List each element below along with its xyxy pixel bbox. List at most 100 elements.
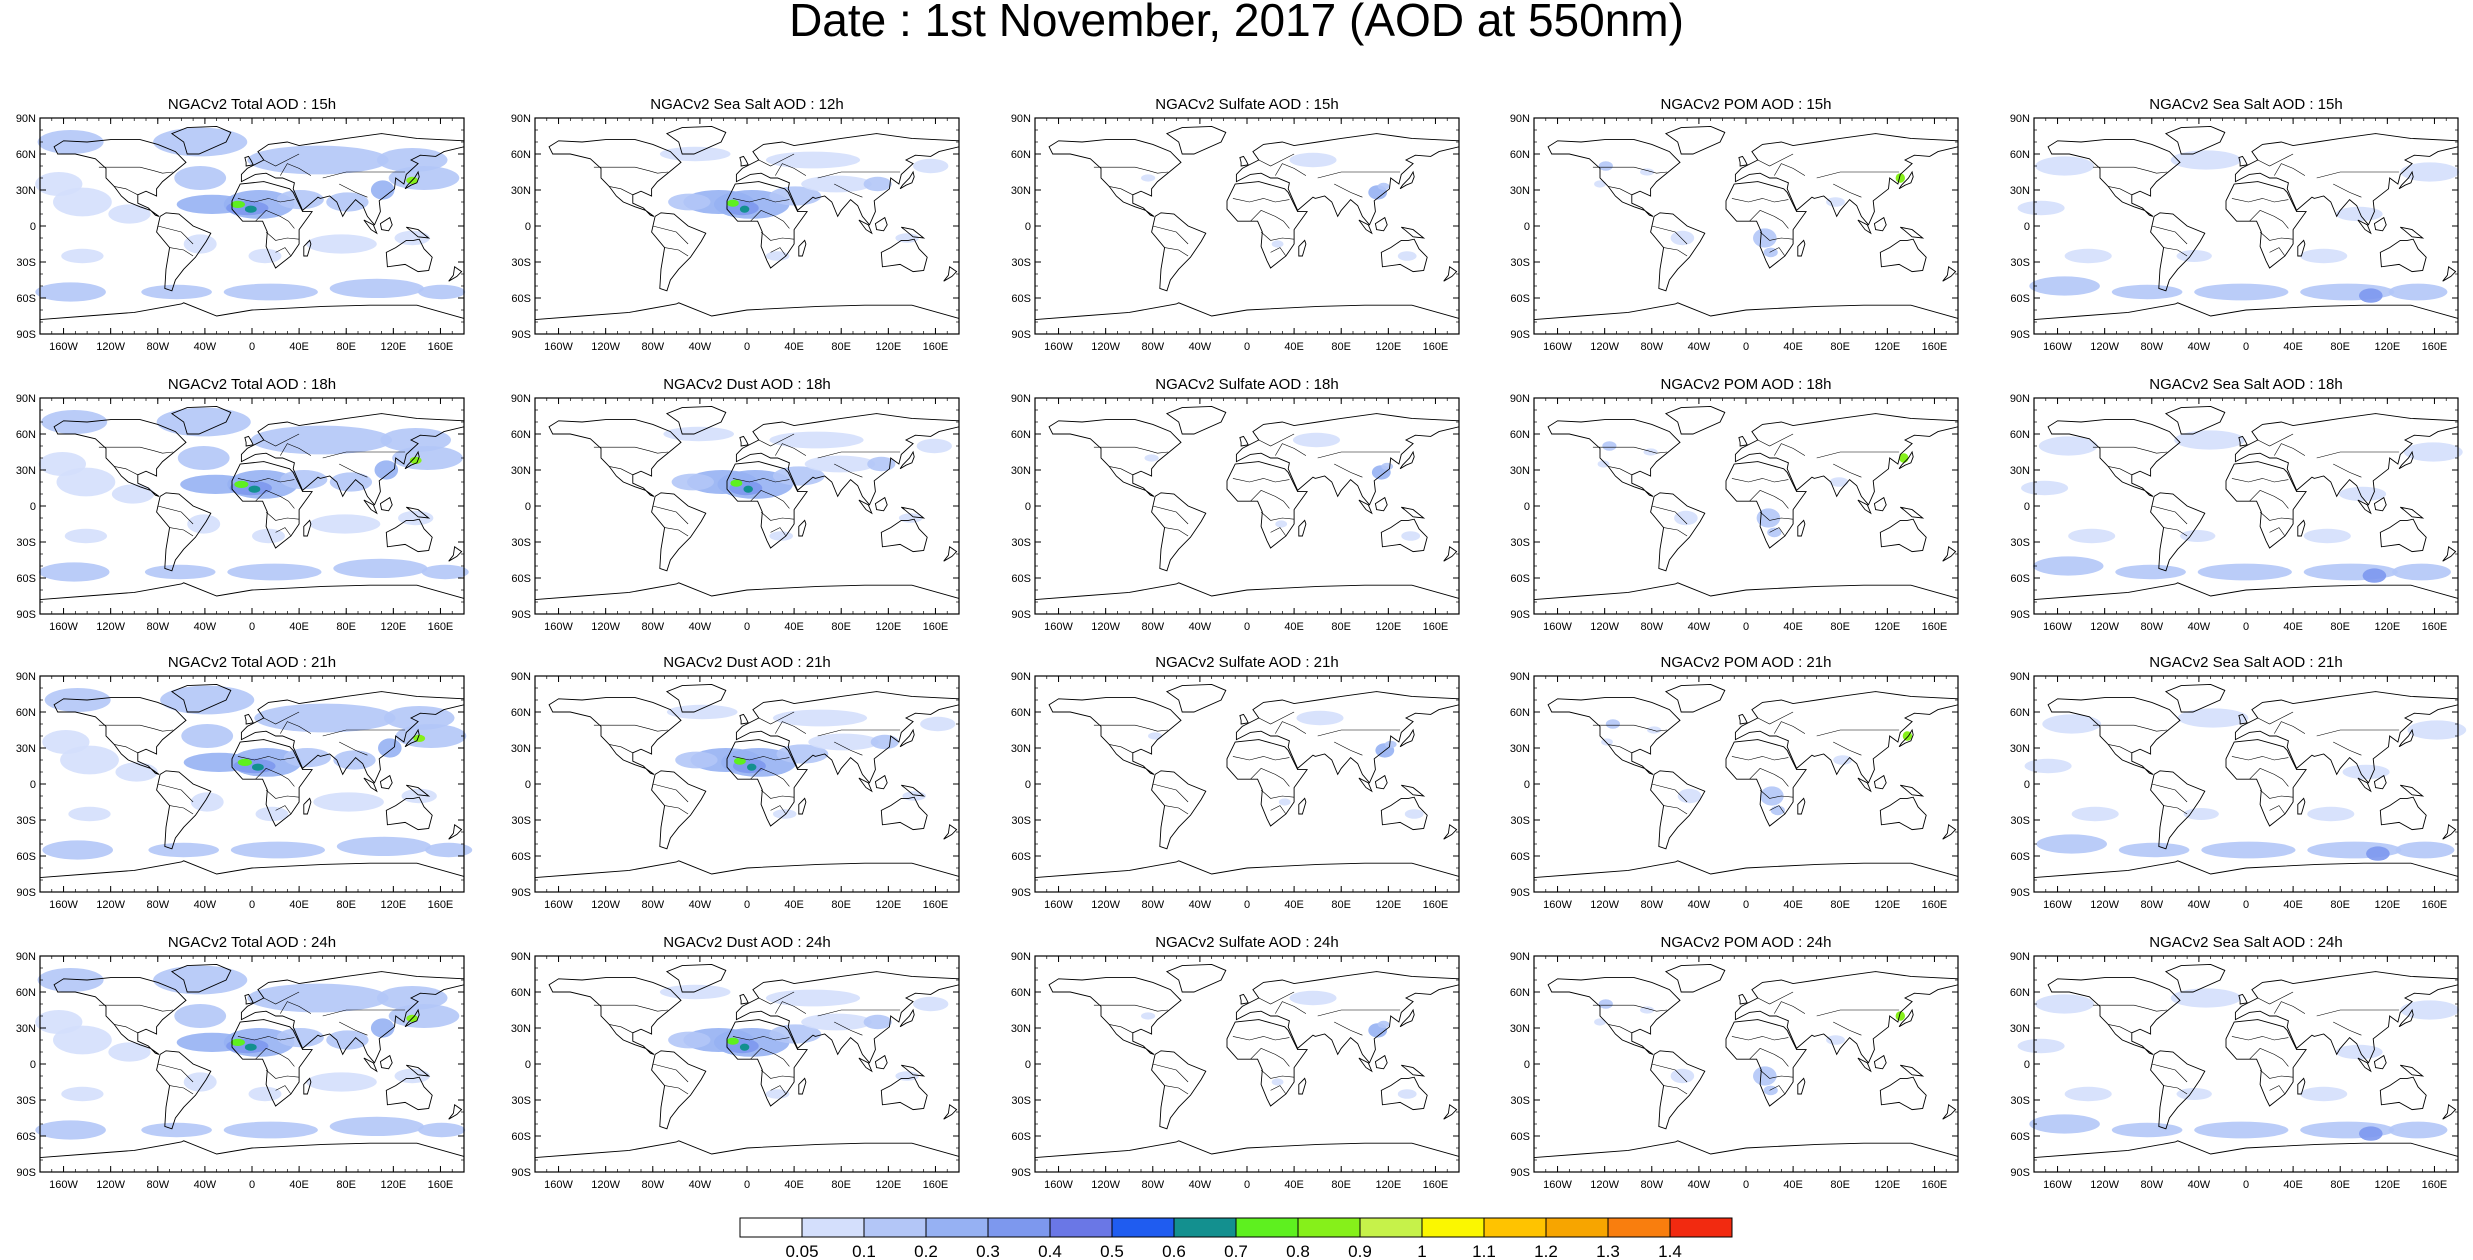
lat-tick-label: 60S bbox=[1510, 851, 1530, 863]
border-line bbox=[98, 446, 174, 454]
border-line bbox=[1774, 721, 1806, 734]
coastline-japan bbox=[1399, 1008, 1415, 1028]
coastlines bbox=[534, 405, 960, 601]
panel-title: NGACv2 POM AOD : 21h bbox=[1661, 654, 1832, 671]
coastline-newGuinea bbox=[1900, 784, 1925, 797]
aod-region bbox=[2115, 564, 2186, 580]
border-line bbox=[1663, 527, 1688, 537]
coastline-madagascar bbox=[1797, 1077, 1806, 1095]
border-line bbox=[1731, 198, 1789, 203]
border-line bbox=[2257, 991, 2294, 1005]
lat-tick-label: 90N bbox=[1510, 113, 1530, 125]
country-borders bbox=[1592, 711, 1900, 815]
lat-tick-label: 30S bbox=[1011, 815, 1031, 827]
lat-tick-label: 30N bbox=[1011, 743, 1031, 755]
coastline-sumatra bbox=[1857, 499, 1872, 515]
country-borders bbox=[1093, 433, 1401, 537]
aod-region bbox=[61, 248, 104, 264]
coastline-newZealand bbox=[2442, 1104, 2457, 1120]
lon-tick-label: 80E bbox=[1331, 621, 1351, 633]
border-line bbox=[1608, 1024, 1632, 1034]
country-borders bbox=[2092, 711, 2400, 815]
coastline-southAmerica bbox=[1650, 1050, 1706, 1130]
lon-tick-label: 40E bbox=[1783, 621, 1803, 633]
coastline-madagascar bbox=[303, 797, 312, 815]
coastline-greenland bbox=[2164, 125, 2226, 155]
lat-tick-label: 90N bbox=[511, 671, 531, 683]
coastline-eurasia bbox=[2234, 133, 2459, 226]
lon-tick-label: 80E bbox=[336, 1179, 356, 1191]
colorbar-box bbox=[1235, 1217, 1299, 1238]
lon-tick-label: 0 bbox=[744, 899, 750, 911]
aod-region bbox=[804, 455, 876, 473]
lon-tick-label: 0 bbox=[2243, 341, 2249, 353]
border-line bbox=[2269, 805, 2286, 815]
aod-region bbox=[1677, 788, 1702, 804]
aod-region bbox=[230, 200, 245, 208]
colorbar-label: 0.6 bbox=[1162, 1242, 1186, 1260]
coastline-borneo bbox=[1873, 774, 1887, 790]
coastline-northAmerica bbox=[2047, 977, 2181, 1055]
border-line bbox=[2092, 724, 2168, 732]
aod-region bbox=[1384, 740, 1397, 748]
lat-tick-label: 60N bbox=[511, 429, 531, 441]
coastlines bbox=[1533, 405, 1959, 601]
border-line bbox=[664, 247, 689, 257]
coastline-sumatra bbox=[858, 499, 873, 515]
coastline-northAmerica bbox=[1547, 697, 1681, 775]
aod-region bbox=[1670, 230, 1695, 246]
aod-region bbox=[248, 248, 282, 264]
lon-tick-label: 160E bbox=[428, 899, 454, 911]
aod-region bbox=[306, 1072, 377, 1092]
lon-tick-label: 160W bbox=[1543, 341, 1572, 353]
coastline-southAmerica bbox=[156, 770, 212, 850]
lon-tick-label: 160W bbox=[2043, 341, 2072, 353]
panel-title: NGACv2 Total AOD : 18h bbox=[168, 376, 336, 393]
border-line bbox=[760, 231, 795, 241]
border-line bbox=[1833, 183, 1862, 198]
coastline-greenland bbox=[1165, 125, 1227, 155]
map-axes: 90N 60N 30N 0 30S 60S 90S 160W 120W 80W 40W 0 40E 80E… bbox=[1011, 951, 1460, 1191]
border-line bbox=[609, 466, 633, 476]
aod-region bbox=[306, 234, 377, 254]
lon-tick-label: 0 bbox=[1244, 899, 1250, 911]
country-borders bbox=[2092, 991, 2400, 1095]
aod-region bbox=[144, 564, 216, 580]
coastline-japan bbox=[1898, 450, 1914, 470]
border-line bbox=[652, 1063, 689, 1083]
aod-region bbox=[1895, 1011, 1905, 1021]
lon-tick-label: 0 bbox=[2243, 621, 2249, 633]
lat-tick-label: 90N bbox=[1510, 671, 1530, 683]
aod-region bbox=[247, 145, 389, 175]
aod-region bbox=[1401, 531, 1421, 541]
country-borders bbox=[98, 991, 406, 1095]
coastline-antarctica bbox=[2033, 582, 2459, 601]
map-panel-sulfate: NGACv2 Sulfate AOD : 21h 90N 60N 30N 0 30S 60S… bbox=[1011, 654, 1460, 911]
aod-region bbox=[376, 148, 448, 172]
coastlines bbox=[2033, 963, 2459, 1159]
coastline-newGuinea bbox=[1401, 1064, 1426, 1077]
lon-tick-label: 80E bbox=[1830, 621, 1850, 633]
lon-tick-label: 160W bbox=[544, 899, 573, 911]
coastline-newZealand bbox=[1443, 546, 1458, 562]
lon-tick-label: 120W bbox=[96, 341, 125, 353]
aod-region bbox=[418, 284, 466, 300]
aod-region bbox=[370, 180, 395, 200]
aod-region bbox=[1404, 809, 1424, 819]
aod-region bbox=[2362, 568, 2387, 583]
coastline-africa bbox=[726, 739, 808, 827]
lon-tick-label: 160E bbox=[1922, 621, 1948, 633]
border-line bbox=[263, 153, 300, 167]
map-panel-dust: NGACv2 Dust AOD : 24h 90N 60N 30N 0 30S 60S 90S… bbox=[511, 934, 960, 1191]
border-line bbox=[1275, 1001, 1307, 1014]
aod-region bbox=[35, 1120, 106, 1140]
border-line bbox=[1759, 1069, 1794, 1079]
lon-tick-label: 80E bbox=[1331, 1179, 1351, 1191]
lon-tick-label: 40E bbox=[1284, 341, 1304, 353]
coastline-britain bbox=[739, 993, 749, 1005]
lat-tick-label: 30S bbox=[2010, 815, 2030, 827]
border-line bbox=[2269, 527, 2286, 537]
colorbar-label: 1.1 bbox=[1472, 1242, 1496, 1260]
aod-region bbox=[60, 745, 119, 775]
